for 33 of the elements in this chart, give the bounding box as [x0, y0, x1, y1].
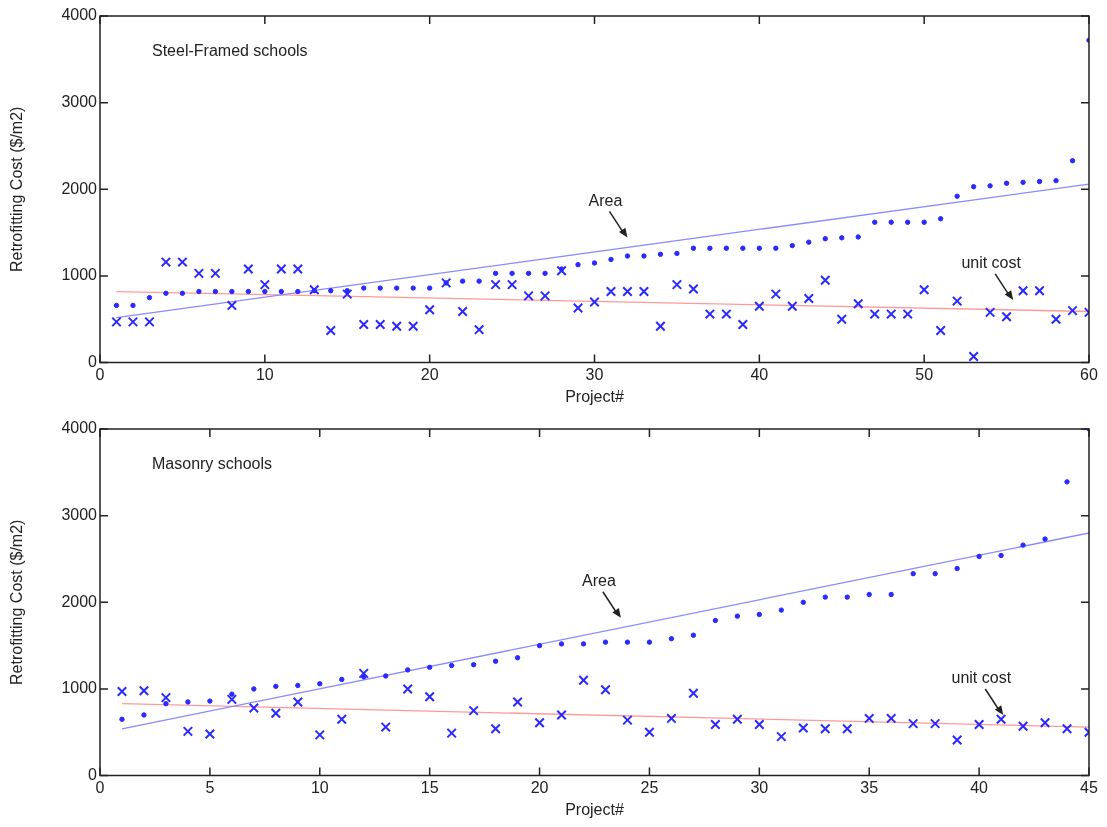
x-tick-label: 45 — [1080, 778, 1098, 796]
annotation: Area — [581, 572, 616, 590]
x-tick-label: 40 — [970, 778, 989, 796]
y-tick-label: 3000 — [61, 93, 98, 111]
y-tick-label: 3000 — [61, 506, 98, 524]
x-tick-label: 60 — [1080, 365, 1098, 383]
annotation: Steel-Framed schools — [152, 42, 308, 60]
x-tick-label: 10 — [310, 778, 329, 796]
x-tick-label: 10 — [255, 365, 274, 383]
y-tick-label: 2000 — [61, 592, 98, 610]
x-tick-label: 5 — [205, 778, 215, 796]
annotation: unit cost — [951, 669, 1012, 687]
y-axis-title: Retrofitting Cost ($/m2) — [8, 519, 26, 685]
x-tick-label: 20 — [420, 365, 439, 383]
y-axis-title: Retrofitting Cost ($/m2) — [8, 106, 26, 272]
x-tick-label: 35 — [860, 778, 879, 796]
x-tick-label: 25 — [640, 778, 659, 796]
y-tick-label: 1000 — [61, 266, 98, 284]
annotation: Masonry schools — [152, 455, 273, 473]
y-tick-label: 4000 — [61, 419, 98, 437]
x-tick-label: 15 — [420, 778, 439, 796]
annotation: Area — [588, 191, 623, 209]
y-tick-label: 2000 — [61, 179, 98, 197]
x-axis-title: Project# — [565, 387, 624, 405]
x-tick-label: 40 — [750, 365, 769, 383]
x-tick-label: 30 — [750, 778, 769, 796]
y-tick-label: 1000 — [61, 679, 98, 697]
x-axis-title: Project# — [565, 800, 624, 818]
annotation: unit cost — [961, 254, 1022, 272]
x-tick-label: 50 — [915, 365, 934, 383]
x-tick-label: 20 — [530, 778, 549, 796]
x-tick-label: 30 — [585, 365, 604, 383]
y-tick-label: 4000 — [61, 6, 98, 24]
